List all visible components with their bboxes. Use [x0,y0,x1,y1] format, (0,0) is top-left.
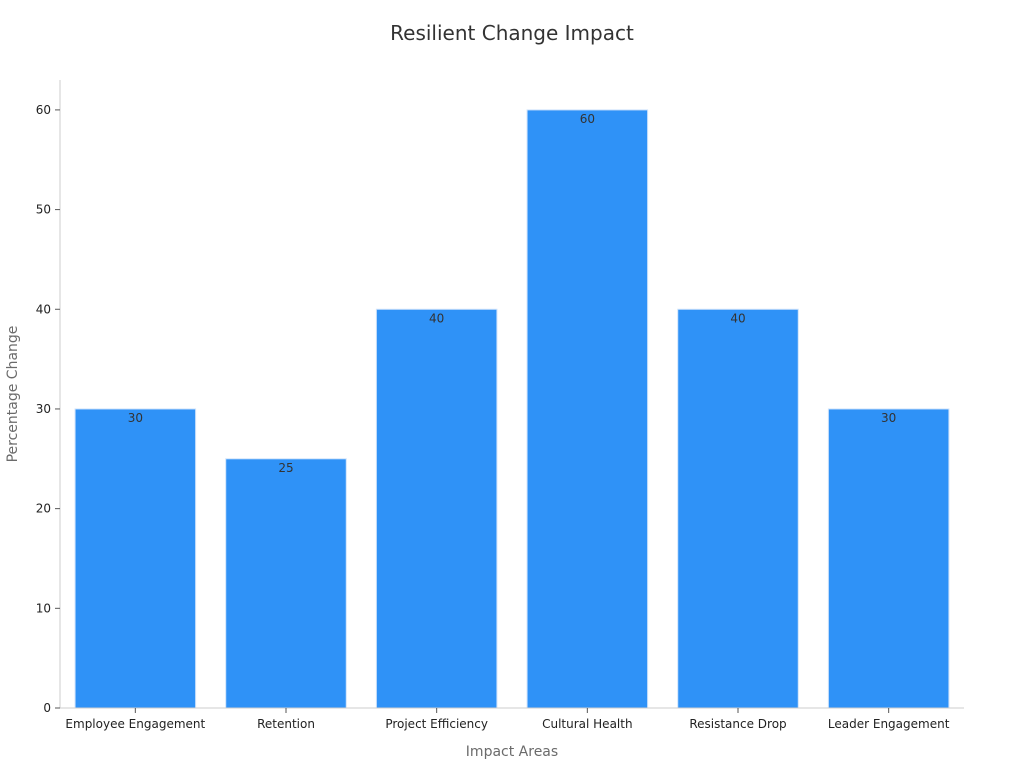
x-axis-title: Impact Areas [466,744,558,760]
bar-resistance-drop [677,308,799,709]
y-axis: 0 10 20 30 40 50 60 [36,80,61,715]
bars-layer [74,109,950,709]
x-axis: Employee Engagement Retention Project Effi… [60,707,964,731]
x-tick-label: Cultural Health [542,717,632,731]
x-tick-label: Project Efficiency [385,717,488,731]
data-label: 25 [278,461,293,475]
y-tick-label: 20 [36,502,51,516]
x-tick-label: Leader Engagement [828,717,950,731]
y-tick-label: 40 [36,302,51,316]
y-tick-label: 50 [36,203,51,217]
bar-employee-engagement [74,408,197,709]
bar-retention [225,458,347,709]
chart-title: Resilient Change Impact [390,21,634,45]
data-label: 30 [881,411,896,425]
y-tick-label: 0 [43,701,51,715]
data-label: 60 [580,112,595,126]
bar-leader-engagement [827,408,950,709]
bar-cultural-health [526,109,649,709]
data-label: 40 [730,311,745,325]
y-tick-label: 60 [36,103,51,117]
data-label: 30 [128,411,143,425]
x-tick-label: Employee Engagement [65,717,205,731]
y-tick-label: 30 [36,402,51,416]
data-labels-layer: 30 25 40 60 40 30 [128,112,897,475]
bar-project-efficiency [375,308,498,709]
y-tick-label: 10 [36,601,51,615]
x-tick-label: Retention [257,717,315,731]
data-label: 40 [429,311,444,325]
y-axis-title: Percentage Change [5,326,21,463]
x-tick-label: Resistance Drop [689,717,786,731]
